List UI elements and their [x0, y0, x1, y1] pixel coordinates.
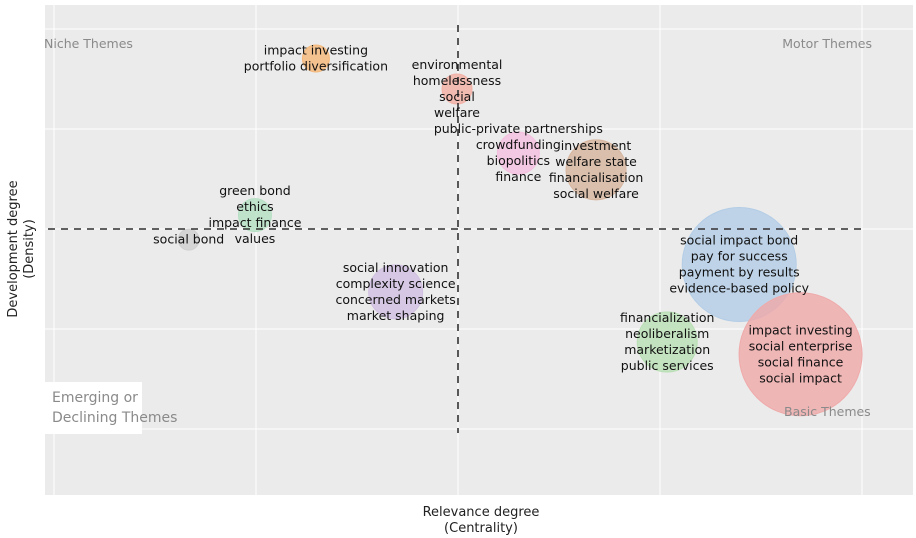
cluster-term-label: market shaping [347, 308, 445, 323]
cluster-term-label: payment by results [679, 264, 800, 279]
bubble-layer [177, 44, 863, 417]
cluster-term-label: finance [495, 169, 541, 184]
cluster-term-label: impact finance [208, 215, 301, 230]
quadrant-label-motor: Motor Themes [782, 36, 872, 51]
cluster-term-label: public-private partnerships [434, 121, 603, 136]
quadrant-label-niche: Niche Themes [44, 36, 133, 51]
cluster-bubble [565, 139, 627, 201]
cluster-term-label: environmental [412, 57, 503, 72]
cluster-bubble [301, 44, 330, 73]
cluster-term-label: welfare state [555, 154, 637, 169]
cluster-term-label: financialization [620, 310, 715, 325]
cluster-term-label: complexity science [336, 276, 456, 291]
cluster-bubble [738, 292, 863, 417]
cluster-term-label: concerned markets [335, 292, 455, 307]
x-axis-title-line2: (Centrality) [444, 521, 518, 536]
cluster-term-label: investment [561, 138, 632, 153]
cluster-term-label: social enterprise [749, 338, 853, 353]
cluster-term-label: impact investing [264, 42, 368, 57]
quadrant-label-basic: Basic Themes [784, 404, 871, 419]
cluster-term-label: green bond [219, 183, 291, 198]
cluster-term-label: ethics [236, 199, 273, 214]
y-axis-title-line2: (Density) [22, 219, 37, 279]
y-axis-title-line1: Development degree [6, 180, 21, 317]
cluster-bubble [368, 264, 424, 320]
cluster-term-label: evidence-based policy [669, 280, 809, 295]
cluster-term-label: social impact [759, 370, 842, 385]
cluster-term-label: biopolitics [487, 153, 550, 168]
cluster-bubble [681, 206, 797, 322]
cluster-term-label: social impact bond [680, 232, 798, 247]
quadrant-label-emerging-line2: Declining Themes [52, 410, 177, 426]
cluster-term-label: pay for success [691, 248, 788, 263]
quadrant-label-emerging-line1: Emerging or [52, 390, 138, 406]
cluster-bubble [441, 73, 473, 105]
cluster-term-label: social innovation [343, 260, 449, 275]
cluster-bubble [237, 198, 272, 233]
cluster-bubble [177, 228, 200, 251]
cluster-term-label: values [235, 231, 276, 246]
emerging-label-box [45, 382, 142, 434]
x-axis-title-line1: Relevance degree [423, 505, 540, 520]
cluster-term-label: impact investing [748, 322, 852, 337]
cluster-term-label: social bond [153, 232, 224, 247]
cluster-term-label: social [439, 89, 475, 104]
cluster-term-label: marketization [624, 342, 710, 357]
cluster-term-label: social welfare [553, 186, 639, 201]
cluster-term-label: crowdfunding [476, 137, 561, 152]
cluster-term-label: welfare [434, 105, 480, 120]
cluster-term-label: portfolio diversification [244, 58, 388, 73]
cluster-term-label: neoliberalism [625, 326, 709, 341]
cluster-term-label: financialisation [549, 170, 643, 185]
cluster-term-label: public services [621, 358, 714, 373]
cluster-bubble [636, 311, 698, 373]
cluster-term-label: social finance [758, 354, 844, 369]
cluster-term-label: homelessness [413, 73, 501, 88]
cluster-bubble [496, 131, 540, 175]
